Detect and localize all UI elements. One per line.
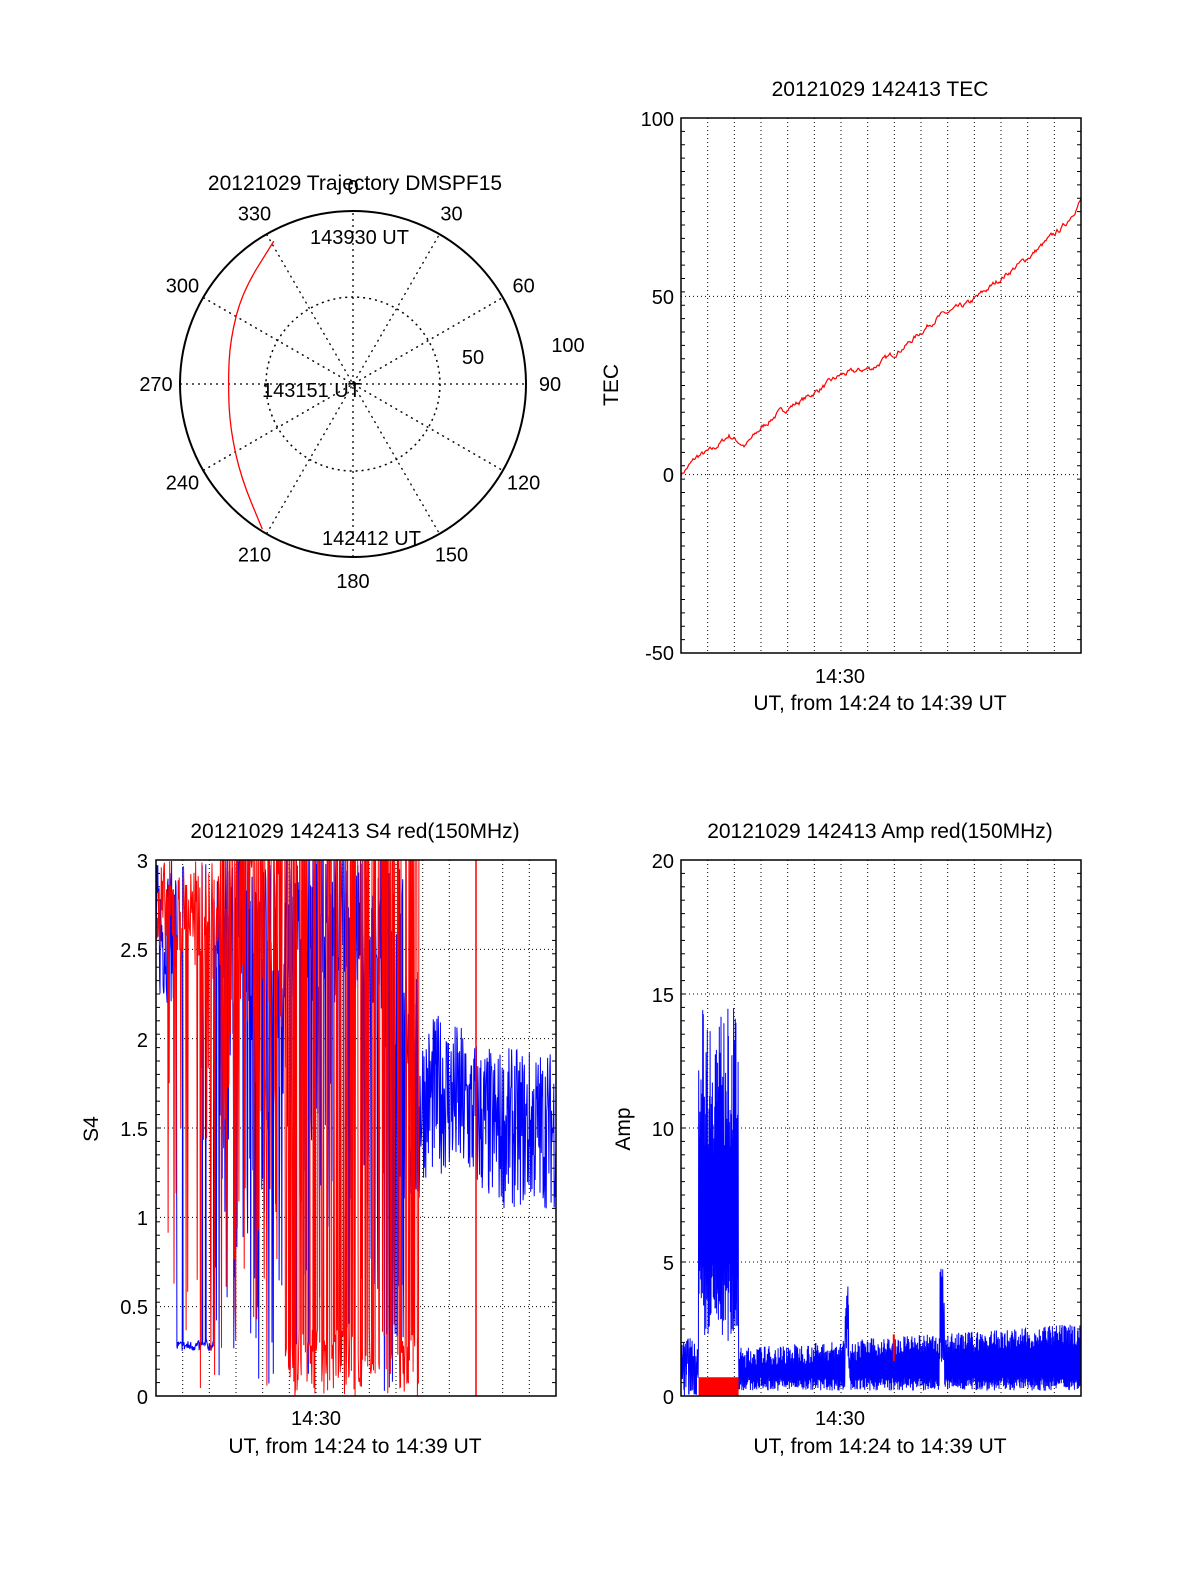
tec-y-tick-0: 0 [663,465,674,487]
polar-spoke [265,233,441,535]
polar-angle-label: 120 [507,473,540,495]
tec-y-tick-50: 50 [652,287,674,309]
amp-y-tick-15: 15 [652,985,674,1007]
tec-series [680,198,1082,477]
amp-panel: 20121029 142413 Amp red(150MHz) UT, from… [612,820,1082,1458]
polar-angle-label: 30 [440,203,462,225]
polar-angle-label: 330 [238,203,271,225]
amp-y-tick-10: 10 [652,1119,674,1141]
tec-title: 20121029 142413 TEC [772,78,989,101]
amp-x-tick-1430: 14:30 [815,1408,865,1430]
s4-axes-frame [155,859,557,1397]
s4-x-label: UT, from 14:24 to 14:39 UT [228,1435,481,1458]
s4-y-tick-1.5: 1.5 [120,1119,148,1141]
amp-blue-series [680,1007,1082,1396]
tec-y-label: TEC [600,364,623,406]
s4-x-tick-1430: 14:30 [291,1408,341,1430]
polar-angle-label: 150 [435,545,468,567]
polar-angle-label: 0 [347,177,358,199]
polar-angle-label: 210 [238,545,271,567]
polar-angle-label: 270 [139,374,172,396]
amp-title: 20121029 142413 Amp red(150MHz) [707,820,1053,843]
amp-y-tick-5: 5 [663,1253,674,1275]
s4-title: 20121029 142413 S4 red(150MHz) [190,820,519,843]
trajectory-track [227,240,275,530]
s4-panel: 20121029 142413 S4 red(150MHz) UT, from … [80,820,557,1458]
polar-radius-label-100: 100 [551,335,584,357]
s4-y-label: S4 [80,1116,103,1142]
polar-trajectory-plot: 20121029 Trajectory DMSPF15 0 30 60 90 120 15… [139,172,584,593]
polar-spoke [202,296,504,472]
amp-grid [681,859,1081,1397]
tec-panel: 20121029 142413 TEC UT, from 14:24 to 14… [600,78,1082,715]
tec-x-tick-1430: 14:30 [815,666,865,688]
polar-angle-label: 60 [512,276,534,298]
polar-radius-label-50: 50 [462,347,484,369]
amp-y-tick-20: 20 [652,851,674,873]
tec-y-tick-minus50: -50 [645,643,674,665]
amp-axes-frame [680,859,1082,1397]
s4-y-tick-2.5: 2.5 [120,940,148,962]
s4-y-tick-0.5: 0.5 [120,1297,148,1319]
polar-title: 20121029 Trajectory DMSPF15 [208,172,502,195]
trajectory-start-label: 142412 UT [322,528,421,550]
amp-x-label: UT, from 14:24 to 14:39 UT [753,1435,1006,1458]
s4-y-tick-0: 0 [137,1387,148,1409]
polar-angle-label: 240 [166,473,199,495]
tec-grid [681,117,1081,654]
polar-angle-label: 300 [166,276,199,298]
polar-angle-label: 90 [539,374,561,396]
polar-spoke [202,296,504,472]
polar-angle-label: 180 [336,571,369,593]
s4-y-tick-3: 3 [137,851,148,873]
amp-y-tick-0: 0 [663,1387,674,1409]
tec-x-label: UT, from 14:24 to 14:39 UT [753,692,1006,715]
tec-axes-frame [680,117,1082,654]
polar-angle-labels: 0 30 60 90 120 150 180 210 240 270 300 330 [139,177,561,593]
s4-y-tick-1: 1 [137,1208,148,1230]
tec-y-tick-100: 100 [641,109,674,131]
tec-series-line [680,198,1082,477]
polar-spokes [180,211,526,557]
amp-y-label: Amp [612,1107,635,1150]
polar-spoke [265,233,441,535]
amp-red-block [698,1377,739,1396]
trajectory-mid-label: 143151 UT [262,380,361,402]
amp-series [680,1007,1082,1396]
trajectory-end-label: 143930 UT [310,227,409,249]
s4-y-tick-2: 2 [137,1030,148,1052]
